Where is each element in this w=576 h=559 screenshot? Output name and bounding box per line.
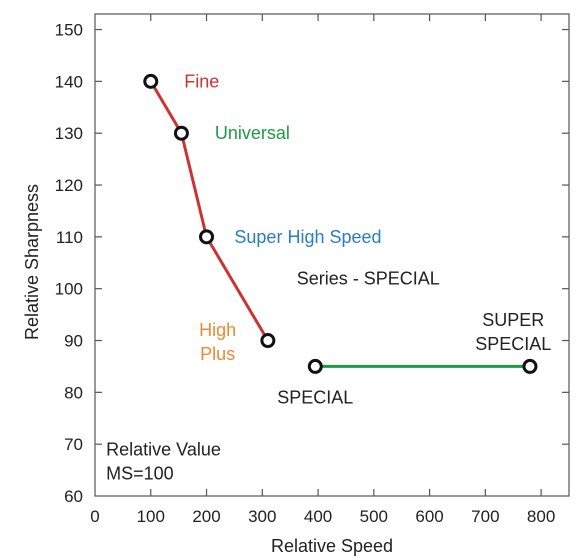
ticks xyxy=(95,14,569,496)
y-tick-label: 120 xyxy=(55,176,83,195)
x-tick-label: 0 xyxy=(90,507,99,526)
plot-frame xyxy=(94,13,570,497)
data-point xyxy=(522,358,538,374)
series-line-1 xyxy=(149,80,270,342)
annotation-label: SPECIAL xyxy=(475,334,551,354)
x-tick-label: 200 xyxy=(192,507,220,526)
annotation-label: Plus xyxy=(200,344,235,364)
data-point xyxy=(143,73,159,89)
data-point xyxy=(307,358,323,374)
data-point xyxy=(199,229,215,245)
annotation-label: Relative Value xyxy=(106,439,221,459)
y-tick-label: 140 xyxy=(55,72,83,91)
series-lines xyxy=(149,80,530,368)
x-tick-label: 400 xyxy=(304,507,332,526)
y-tick-label: 110 xyxy=(56,228,83,247)
y-tick-label: 70 xyxy=(64,435,83,454)
y-tick-label: 60 xyxy=(64,487,83,506)
annotation-label: SPECIAL xyxy=(277,388,353,408)
x-axis-title: Relative Speed xyxy=(271,536,393,556)
y-tick-label: 100 xyxy=(55,280,83,299)
x-tick-label: 600 xyxy=(415,507,443,526)
annotation-label: Series - SPECIAL xyxy=(297,268,440,288)
x-tick-label: 100 xyxy=(137,507,165,526)
annotation-label: High xyxy=(199,320,236,340)
annotations: Fine Universal Super High Speed Series - SP… xyxy=(106,71,551,483)
data-point xyxy=(173,125,189,141)
data-point xyxy=(260,333,276,349)
x-tick-label: 800 xyxy=(527,507,555,526)
y-tick-label: 150 xyxy=(55,21,83,40)
annotation-label: Universal xyxy=(215,123,290,143)
tick-labels: 0 100 200 300 400 500 600 700 800 60 70 80 90 100 110 1… xyxy=(55,21,556,526)
y-tick-label: 80 xyxy=(64,383,83,402)
annotation-label: SUPER xyxy=(482,310,544,330)
data-points xyxy=(143,73,538,374)
x-tick-label: 500 xyxy=(360,507,388,526)
y-axis-title: Relative Sharpness xyxy=(22,184,42,340)
y-tick-label: 90 xyxy=(64,332,83,351)
x-tick-label: 300 xyxy=(248,507,276,526)
annotation-label: Fine xyxy=(184,71,219,91)
annotation-label: MS=100 xyxy=(106,463,174,483)
y-tick-label: 130 xyxy=(55,124,83,143)
x-tick-label: 700 xyxy=(471,507,499,526)
annotation-label: Super High Speed xyxy=(234,227,381,247)
